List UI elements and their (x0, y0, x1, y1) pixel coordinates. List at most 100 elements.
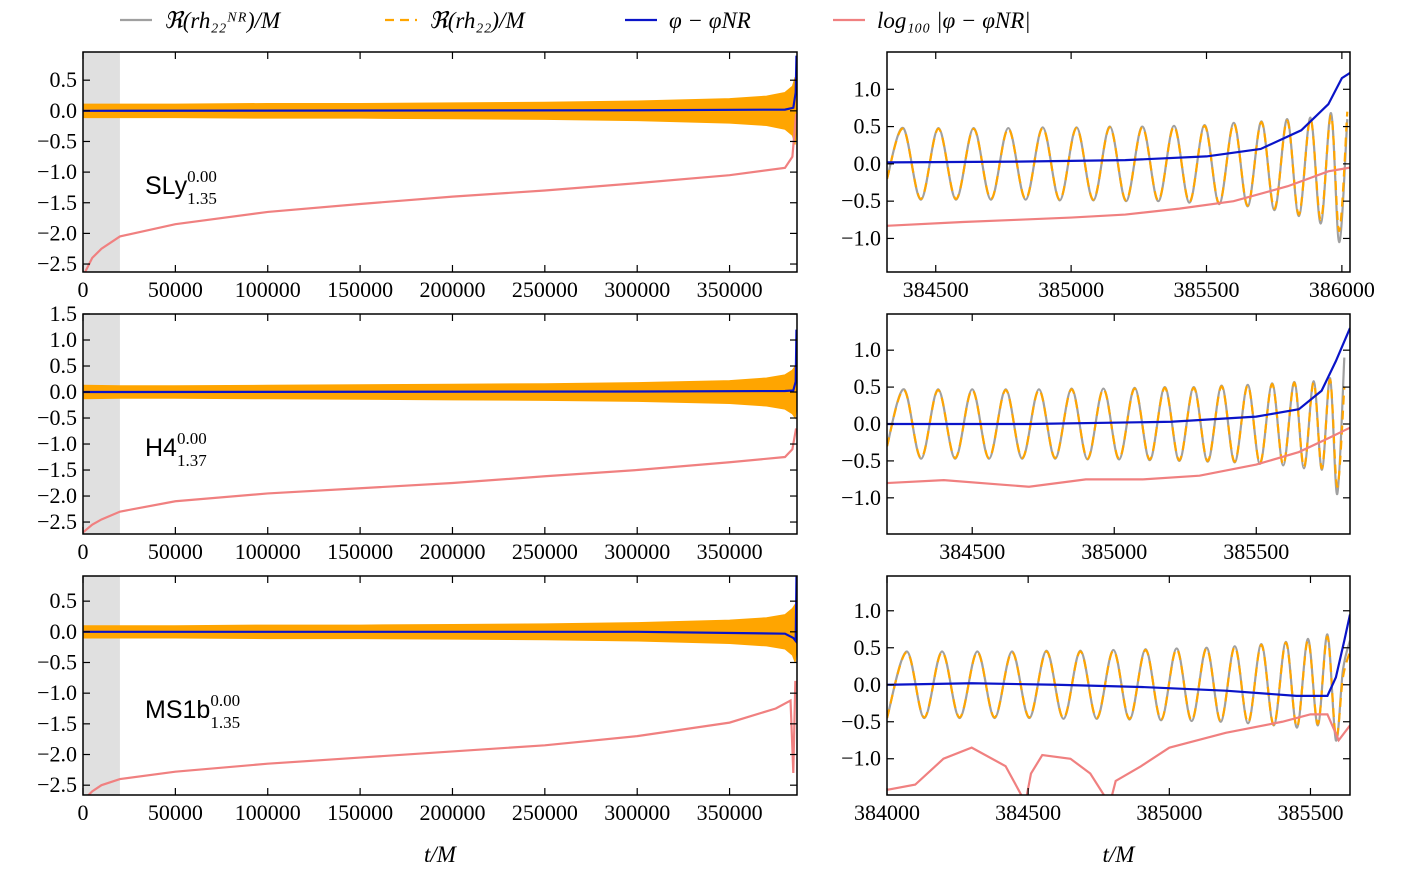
x-tick-label: 200000 (419, 539, 485, 564)
y-tick-label: 1.0 (50, 327, 78, 352)
series-line (887, 426, 1350, 488)
x-tick-label: 350000 (697, 539, 763, 564)
x-tick-label: 50000 (148, 800, 203, 825)
label-text: MS1b (145, 696, 210, 724)
x-tick-label: 250000 (512, 539, 578, 564)
plot-area (887, 614, 1350, 795)
y-tick-label: 1.0 (854, 76, 882, 101)
plot-area (887, 327, 1350, 496)
axes-frame (886, 575, 1351, 796)
panel-label: SLy0.00 1.35 (145, 167, 217, 208)
y-tick-label: 0.0 (50, 98, 78, 123)
label-sub: 1.37 (177, 451, 207, 470)
x-tick-label: 386000 (1309, 277, 1375, 302)
series-line (83, 329, 797, 394)
plot-area (83, 314, 797, 534)
y-tick-label: 1.0 (854, 598, 882, 623)
y-tick-label: −0.5 (841, 448, 881, 473)
x-tick-label: 100000 (235, 800, 301, 825)
x-tick-label: 150000 (327, 539, 393, 564)
y-tick-label: 0.5 (854, 374, 882, 399)
x-tick-label: 385500 (1223, 539, 1289, 564)
x-tick-label: 0 (78, 800, 89, 825)
x-axis-label: t/M (424, 842, 458, 867)
x-tick-label: 385000 (1081, 539, 1147, 564)
series-line (887, 71, 1350, 164)
y-tick-label: 1.5 (50, 301, 78, 326)
series-line (83, 428, 797, 534)
y-tick-label: −2.5 (37, 251, 77, 276)
x-tick-label: 250000 (512, 277, 578, 302)
x-tick-label: 384000 (854, 800, 920, 825)
y-tick-label: 0.0 (854, 151, 882, 176)
x-tick-label: 384500 (939, 539, 1005, 564)
shaded-region (83, 576, 120, 795)
series-line (83, 576, 797, 645)
plot-area (83, 576, 797, 795)
series-line (887, 614, 1350, 697)
shaded-region (83, 52, 120, 272)
y-tick-label: 0.5 (50, 353, 78, 378)
panel-label: H40.00 1.37 (145, 429, 207, 470)
y-tick-label: −2.5 (37, 772, 77, 797)
y-tick-label: −1.0 (841, 485, 881, 510)
label-sub: 1.35 (210, 713, 240, 732)
y-tick-label: −2.0 (37, 220, 77, 245)
x-tick-label: 50000 (148, 277, 203, 302)
label-sup: 0.00 (210, 691, 240, 710)
y-tick-label: 1.0 (854, 337, 882, 362)
x-tick-label: 0 (78, 539, 89, 564)
y-tick-label: −2.5 (37, 509, 77, 534)
axes-frame (82, 51, 798, 273)
series-line (887, 378, 1346, 488)
series-line (887, 635, 1350, 738)
plot-area (83, 52, 797, 272)
series-line (887, 327, 1350, 426)
x-tick-label: 200000 (419, 800, 485, 825)
x-tick-label: 150000 (327, 277, 393, 302)
y-tick-label: −2.0 (37, 483, 77, 508)
y-tick-label: 0.0 (50, 619, 78, 644)
axes-frame (82, 575, 798, 796)
panel-label: MS1b0.00 1.35 (145, 691, 240, 732)
y-tick-label: 0.0 (50, 379, 78, 404)
y-tick-label: −1.0 (37, 431, 77, 456)
series-line (83, 55, 797, 112)
legend-label: φ − φNR (669, 8, 751, 33)
shaded-region (83, 314, 120, 534)
legend-label: ℜ(rh₂₂ᴺᴿ)/M (164, 8, 282, 33)
x-tick-label: 385000 (1136, 800, 1202, 825)
x-tick-label: 385500 (1173, 277, 1239, 302)
x-tick-label: 150000 (327, 800, 393, 825)
axes-frame (82, 313, 798, 535)
y-tick-label: 0.5 (854, 114, 882, 139)
x-tick-label: 384500 (903, 277, 969, 302)
y-tick-label: 0.5 (854, 635, 882, 660)
label-sup: 0.00 (187, 167, 217, 186)
series-line (887, 357, 1346, 496)
x-tick-label: 100000 (235, 539, 301, 564)
y-tick-label: −1.0 (841, 225, 881, 250)
x-tick-label: 385500 (1277, 800, 1343, 825)
y-tick-label: −0.5 (841, 709, 881, 734)
label-sup: 0.00 (177, 429, 207, 448)
y-tick-label: −2.0 (37, 742, 77, 767)
series-line (887, 713, 1350, 795)
x-tick-label: 300000 (604, 800, 670, 825)
y-tick-label: 0.5 (50, 588, 78, 613)
series-line (887, 111, 1349, 233)
x-tick-label: 350000 (697, 800, 763, 825)
y-tick-label: −0.5 (37, 405, 77, 430)
legend-label: ℜ(rh₂₂)/M (429, 8, 526, 33)
y-tick-label: −0.5 (37, 128, 77, 153)
axes-frame (886, 51, 1351, 273)
y-tick-label: −1.0 (841, 746, 881, 771)
x-tick-label: 300000 (604, 277, 670, 302)
y-tick-label: −1.0 (37, 159, 77, 184)
series-line (83, 113, 797, 272)
x-axis-label: t/M (1103, 842, 1137, 867)
y-tick-label: −1.5 (37, 457, 77, 482)
y-tick-label: −0.5 (37, 649, 77, 674)
x-tick-label: 0 (78, 277, 89, 302)
